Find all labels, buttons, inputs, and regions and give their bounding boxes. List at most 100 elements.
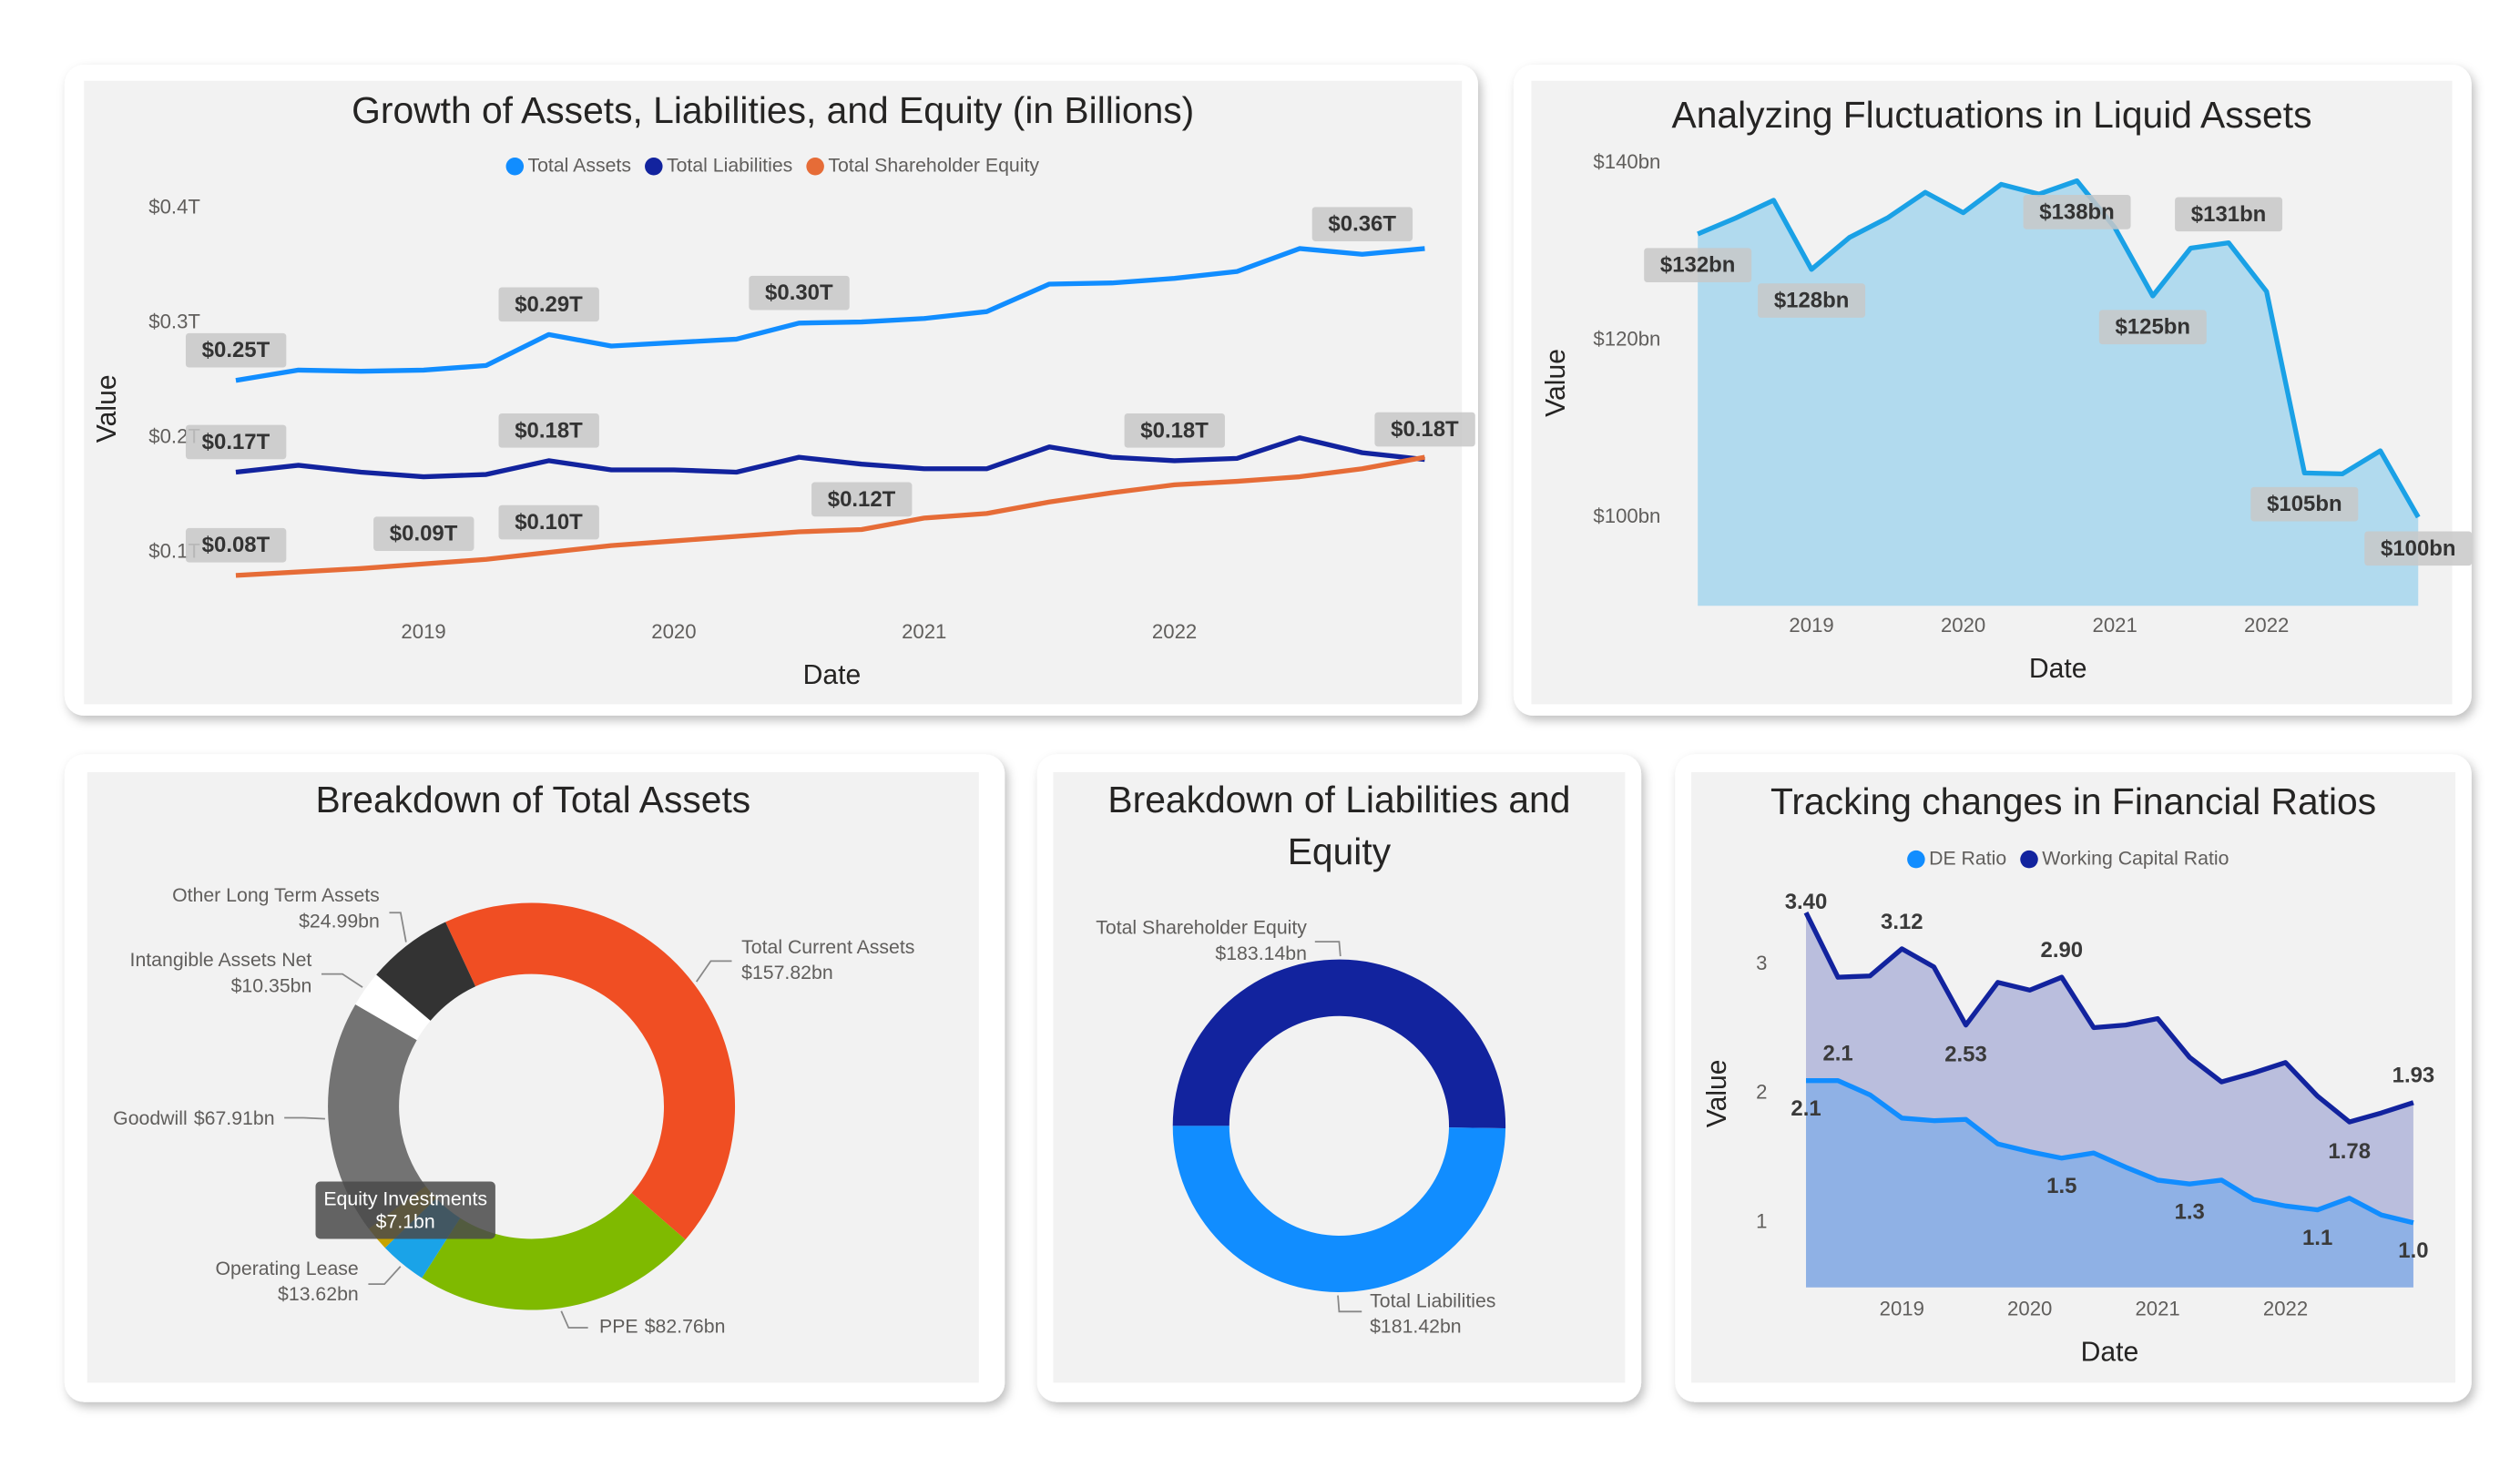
data-label: $125bn	[2116, 315, 2191, 340]
x-axis-title: Date	[2029, 654, 2087, 684]
line	[235, 454, 1425, 578]
area	[1806, 912, 2413, 1288]
slice-value: $67.91bn	[194, 1107, 275, 1129]
data-label: $105bn	[2267, 492, 2341, 516]
data-label: $0.30T	[765, 280, 833, 305]
data-label-box	[373, 516, 474, 551]
y-tick-label: 2	[1756, 1081, 1767, 1104]
slice-label: Total Liabilities	[1370, 1289, 1495, 1311]
data-label: 2.1	[1822, 1042, 1852, 1066]
y-tick-label: 1	[1756, 1210, 1767, 1233]
donut-slice	[1172, 959, 1506, 1129]
data-label: 2.90	[2041, 938, 2084, 963]
x-tick-label: 2019	[401, 620, 445, 643]
data-label-box	[811, 482, 913, 517]
slice-value: $157.82bn	[741, 962, 833, 983]
y-tick-label: $140bn	[1593, 150, 1660, 173]
data-label: $0.25T	[202, 338, 270, 362]
legend: Total Assets Total Liabilities Total Share…	[505, 154, 1039, 176]
slice-label: Intangible Assets Net	[130, 949, 312, 971]
data-label: 2.1	[1791, 1096, 1821, 1121]
legend-marker	[806, 157, 824, 176]
panel-body	[1531, 80, 2453, 705]
y-tick-label: $120bn	[1593, 327, 1660, 350]
legend: DE Ratio Working Capital Ratio	[1907, 847, 2229, 869]
x-tick-label: 2021	[2093, 614, 2137, 637]
data-label-box	[1124, 413, 1225, 448]
data-label-box	[1374, 412, 1475, 447]
slice-value: $181.42bn	[1370, 1316, 1462, 1338]
data-label: $0.18T	[1391, 417, 1459, 442]
donut-slice	[422, 1193, 686, 1310]
leader-line	[1337, 1295, 1362, 1313]
data-label: $0.18T	[1140, 418, 1209, 443]
data-label: $0.36T	[1328, 212, 1396, 237]
data-label: 1.3	[2175, 1199, 2205, 1224]
legend-label: DE Ratio	[1929, 847, 2006, 869]
y-tick-label: $100bn	[1593, 504, 1660, 527]
data-label-box	[185, 424, 287, 460]
donut-slice	[376, 922, 476, 1021]
data-label-box	[498, 504, 599, 540]
line	[235, 246, 1425, 383]
data-label-box	[749, 275, 850, 311]
donut-slice	[1172, 1126, 1506, 1293]
chart-title: Growth of Assets, Liabilities, and Equit…	[352, 88, 1195, 131]
leader-line	[321, 973, 363, 988]
data-label-box	[2098, 310, 2207, 345]
data-label: $128bn	[1774, 289, 1850, 313]
data-label: $138bn	[2039, 199, 2115, 224]
slice-label: PPE	[599, 1316, 638, 1338]
data-label: $0.29T	[515, 292, 583, 317]
legend-label: Total Assets	[527, 154, 630, 176]
donut-slice	[445, 902, 736, 1240]
legend-label: Working Capital Ratio	[2042, 847, 2229, 869]
line	[1803, 912, 2414, 1125]
slice-value: $13.62bn	[278, 1283, 359, 1305]
legend-label: Total Shareholder Equity	[828, 154, 1039, 176]
data-label-box	[1758, 283, 1866, 318]
donut-slice	[328, 1004, 426, 1229]
y-axis-title: Value	[92, 374, 122, 443]
data-label-box	[1644, 248, 1752, 283]
donut-slice	[355, 974, 431, 1041]
slice-label: Operating Lease	[216, 1258, 359, 1279]
leader-line	[284, 1116, 325, 1120]
title-box: Breakdown of Total Assets	[315, 778, 751, 821]
x-axis-title: Date	[2081, 1337, 2139, 1367]
legend-marker	[505, 157, 525, 176]
y-tick-label: 3	[1756, 952, 1767, 974]
x-tick-label: 2020	[651, 620, 696, 643]
area	[1806, 1080, 2413, 1288]
data-label: 1.78	[2328, 1139, 2371, 1164]
slice-value: $7.1bn	[376, 1210, 435, 1232]
chart-title: Breakdown of Liabilities and Equity	[1107, 778, 1571, 872]
leader-line	[1314, 941, 1342, 957]
data-label-box	[2175, 197, 2283, 232]
line	[235, 435, 1425, 480]
x-axis-title: Date	[803, 660, 862, 690]
leader-line	[389, 912, 407, 942]
data-label: 1.93	[2392, 1064, 2435, 1088]
slice-value: $10.35bn	[231, 974, 312, 996]
data-label: 2.53	[1944, 1043, 1987, 1067]
data-label: 3.40	[1785, 890, 1828, 914]
data-label: $100bn	[2381, 536, 2456, 561]
chart-title: Breakdown of Total Assets	[315, 778, 751, 821]
data-label: $0.18T	[515, 418, 583, 443]
legend-label: Total Liabilities	[667, 154, 792, 176]
slice-value: $82.76bn	[645, 1316, 726, 1338]
slice-label: Total Current Assets	[741, 936, 914, 958]
slice-value: $24.99bn	[299, 910, 380, 932]
data-label-box	[2023, 195, 2131, 229]
data-label-box	[2364, 531, 2473, 566]
x-tick-label: 2019	[1789, 614, 1833, 637]
data-label: 1.1	[2302, 1226, 2332, 1250]
panel-body	[84, 80, 1463, 705]
data-label-box	[185, 332, 287, 368]
x-tick-label: 2021	[902, 620, 946, 643]
data-label-box	[498, 287, 599, 322]
slice-value: $183.14bn	[1215, 942, 1307, 964]
